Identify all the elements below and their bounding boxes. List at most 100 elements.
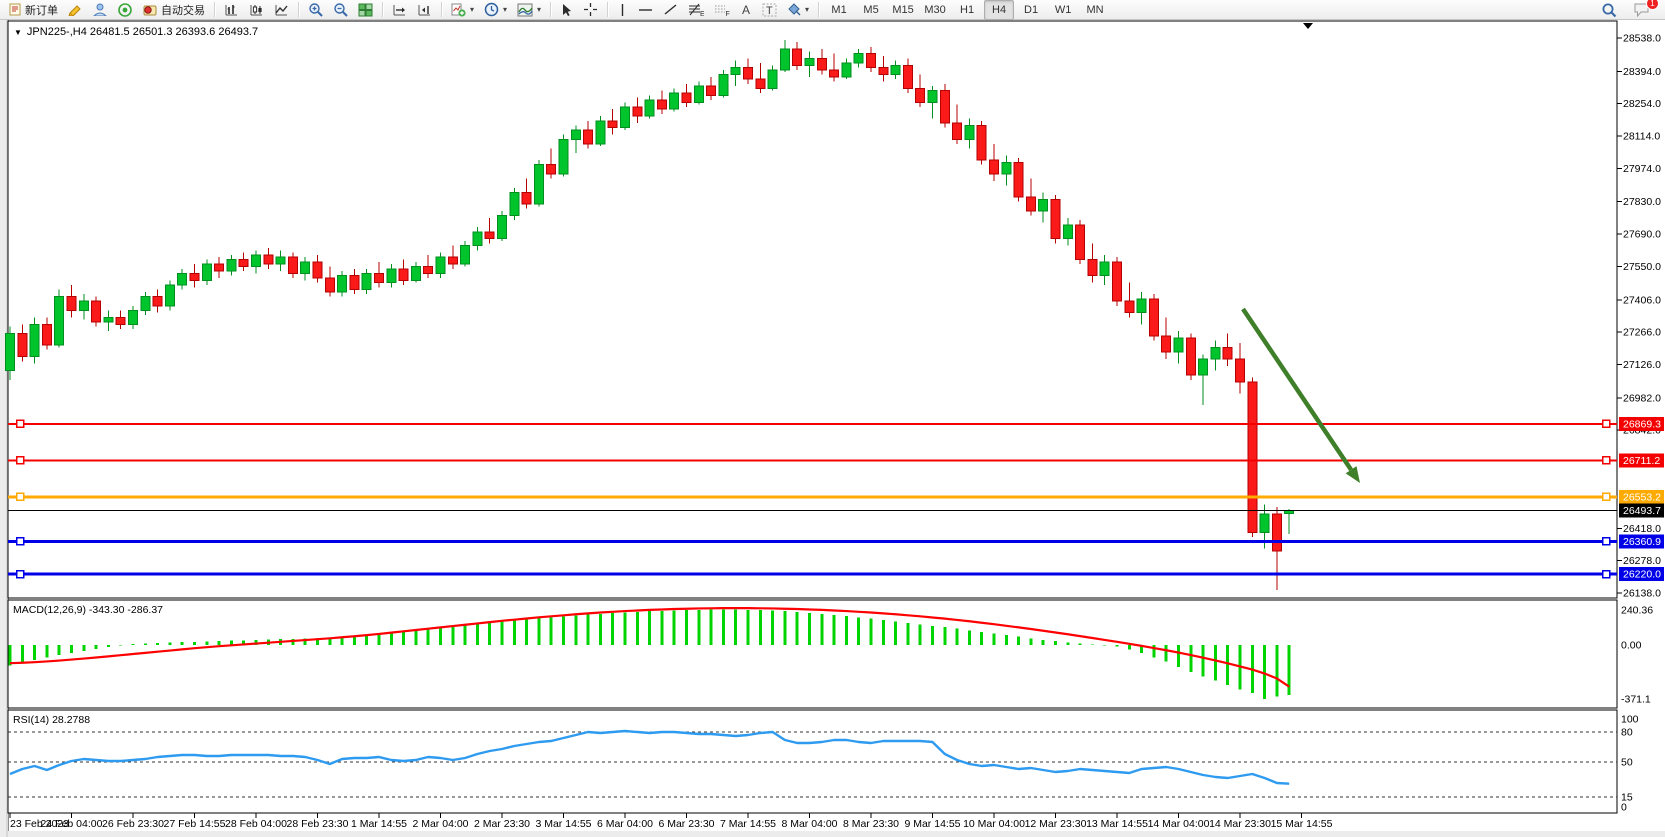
- timeframe-mn-button[interactable]: MN: [1080, 0, 1110, 20]
- search-button[interactable]: [1597, 0, 1621, 20]
- templates-button[interactable]: ▾: [513, 0, 545, 20]
- price-tick-label: 27690.0: [1623, 229, 1661, 241]
- price-tick-label: 28538.0: [1623, 33, 1661, 45]
- timeframe-d1-button[interactable]: D1: [1016, 0, 1046, 20]
- candle-down: [91, 300, 102, 323]
- line-handle[interactable]: [15, 492, 25, 502]
- styler-button[interactable]: [64, 0, 87, 20]
- new-order-label: 新订单: [25, 4, 58, 17]
- zoom-in-button[interactable]: [304, 0, 327, 20]
- chart-shift-button[interactable]: [413, 0, 436, 20]
- zoom-out-button[interactable]: [329, 0, 352, 20]
- candle-down: [607, 120, 618, 129]
- macd-axis-label: -371.1: [1621, 694, 1651, 706]
- crosshair-tool-button[interactable]: [579, 0, 602, 20]
- toolbar-separator: [382, 2, 383, 17]
- price-level-label: 26493.7: [1623, 505, 1661, 517]
- candle-up: [361, 272, 372, 291]
- price-level-label: 26220.0: [1623, 569, 1661, 581]
- candle-down: [66, 296, 77, 311]
- candle-up: [128, 309, 138, 325]
- line-chart-mode-button[interactable]: [270, 0, 293, 20]
- chart-title: ▼ JPN225-,H4 26481.5 26501.3 26393.6 264…: [14, 26, 258, 38]
- svg-text:A: A: [742, 3, 750, 16]
- candle-up: [78, 300, 89, 311]
- top-toolbar: 新订单 自动交易 ▾ ▾: [0, 0, 1665, 20]
- shapes-tool-button[interactable]: ▾: [783, 0, 813, 20]
- text-icon: A: [742, 3, 750, 16]
- candle-up: [964, 124, 975, 140]
- auto-scroll-button[interactable]: [388, 0, 411, 20]
- vline-tool-button[interactable]: [613, 0, 632, 20]
- timeframe-label: M30: [924, 3, 946, 16]
- line-handle[interactable]: [1601, 492, 1611, 502]
- hline-tool-button[interactable]: [634, 0, 657, 20]
- bar-chart-mode-button[interactable]: [220, 0, 243, 20]
- macd-axis-label: 240.36: [1621, 605, 1653, 617]
- time-axis-label: 2 Mar 04:00: [412, 818, 468, 830]
- rsi-indicator-label: RSI(14) 28.2788: [13, 714, 91, 726]
- timeframe-label: H4: [992, 3, 1007, 16]
- candle-up: [1038, 198, 1049, 212]
- chart-collapse-icon[interactable]: ▼: [14, 27, 22, 37]
- candle-down: [1235, 358, 1245, 383]
- macd-layer: [8, 607, 1291, 700]
- macd-indicator-label: MACD(12,26,9) -343.30 -286.37: [13, 604, 163, 616]
- timeframe-h4-button[interactable]: H4: [984, 0, 1015, 20]
- template-icon: [517, 3, 533, 16]
- price-level-label-box: [1619, 567, 1664, 582]
- candle-up: [779, 48, 790, 71]
- periods-button[interactable]: ▾: [480, 0, 511, 20]
- trend-arrow-shaft[interactable]: [1241, 307, 1353, 471]
- timeframe-m1-button[interactable]: M1: [824, 0, 854, 20]
- timeframe-m15-button[interactable]: M15: [888, 0, 918, 20]
- candle-down: [1050, 198, 1061, 240]
- timeframe-w1-button[interactable]: W1: [1048, 0, 1078, 20]
- candle-up: [164, 284, 175, 307]
- timeframe-label: H1: [960, 3, 975, 16]
- trendline-tool-button[interactable]: [659, 0, 682, 20]
- candle-down: [41, 323, 52, 346]
- new-order-button[interactable]: 新订单: [5, 0, 62, 20]
- line-handle[interactable]: [1601, 419, 1611, 429]
- line-handle[interactable]: [15, 569, 25, 579]
- tile-windows-button[interactable]: [354, 0, 377, 20]
- line-handle[interactable]: [15, 456, 25, 465]
- one-click-caret-icon[interactable]: [1303, 23, 1313, 29]
- signal-button[interactable]: [114, 0, 137, 20]
- toolbar-separator: [298, 2, 299, 17]
- candle-down: [681, 92, 692, 103]
- candles-layer[interactable]: [5, 39, 1295, 591]
- time-axis-label: 28 Feb 23:30: [287, 818, 349, 830]
- trend-arrow-head[interactable]: [1345, 466, 1360, 483]
- profile-button[interactable]: [89, 0, 112, 20]
- fibonacci-tool-button[interactable]: E: [684, 0, 708, 20]
- price-tick-label: 27126.0: [1623, 359, 1661, 371]
- cursor-tool-button[interactable]: [556, 0, 577, 20]
- time-axis-label: 14 Mar 04:00: [1148, 818, 1210, 830]
- line-handle[interactable]: [1601, 456, 1611, 465]
- price-level-label-box: [1619, 503, 1664, 518]
- line-handle[interactable]: [15, 537, 25, 546]
- timeframe-m5-button[interactable]: M5: [856, 0, 886, 20]
- line-handle[interactable]: [1601, 569, 1611, 579]
- notifications-button[interactable]: 1: [1629, 0, 1659, 20]
- line-handle[interactable]: [15, 419, 25, 429]
- channel-tool-button[interactable]: F: [710, 0, 734, 20]
- candle-up: [1259, 513, 1270, 533]
- timeframe-m30-button[interactable]: M30: [920, 0, 950, 20]
- price-level-label-box: [1619, 534, 1664, 549]
- candlestick-mode-button[interactable]: [245, 0, 268, 20]
- text-label-icon: T: [762, 3, 777, 17]
- label-tool-button[interactable]: T: [758, 0, 781, 20]
- price-tick-label: 26278.0: [1623, 555, 1661, 567]
- line-handle[interactable]: [1601, 537, 1611, 546]
- timeframe-h1-button[interactable]: H1: [952, 0, 982, 20]
- indicators-button[interactable]: ▾: [447, 0, 478, 20]
- auto-trading-button[interactable]: 自动交易: [139, 0, 209, 20]
- candle-up: [337, 275, 348, 293]
- text-tool-button[interactable]: A: [736, 0, 756, 20]
- indicators-icon: [451, 3, 466, 17]
- candle-up: [767, 69, 778, 89]
